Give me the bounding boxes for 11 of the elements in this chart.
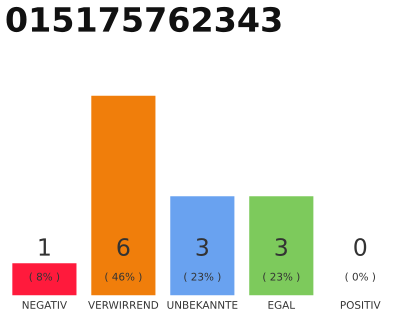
x-tick-label: UNBEKANNTE (168, 301, 238, 309)
x-tick-label: NEGATIV (22, 301, 67, 309)
x-tick-label: EGAL (268, 301, 296, 309)
data-label: 3 ( 23% ) (184, 238, 220, 282)
chart-title: 015175762343 (6, 6, 281, 32)
data-label: 6 ( 46% ) (105, 238, 142, 282)
data-label: 0 ( 0% ) (346, 238, 376, 282)
data-label: 3 ( 23% ) (263, 238, 300, 282)
data-label: 1 ( 8% ) (30, 238, 60, 282)
x-tick-label: POSITIV (340, 301, 381, 309)
x-tick-label: VERWIRREND (88, 301, 158, 309)
